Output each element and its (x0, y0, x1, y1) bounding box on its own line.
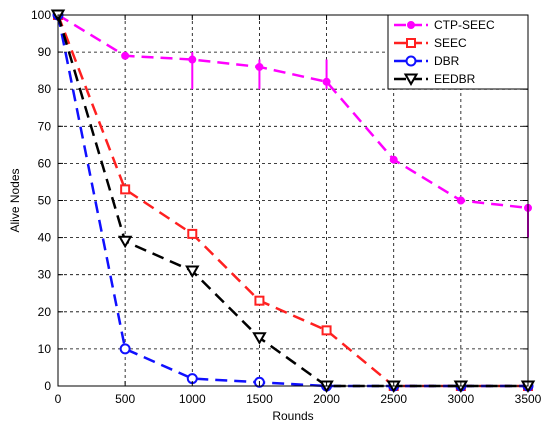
x-tick-label: 3000 (448, 392, 475, 406)
data-point-eedbr (185, 265, 200, 278)
x-tick-label: 0 (55, 392, 62, 406)
x-axis-title: Rounds (272, 409, 313, 423)
series-line-ctp-seec (57, 13, 529, 210)
x-tick-label: 3500 (515, 392, 542, 406)
data-point-eedbr (252, 332, 267, 345)
data-point-ctp-seec (456, 196, 465, 205)
data-point-seec (321, 325, 332, 336)
data-point-ctp-seec (121, 51, 130, 60)
y-tick-label: 30 (38, 268, 52, 282)
x-tick-label: 1500 (246, 392, 273, 406)
x-tick-label: 1000 (179, 392, 206, 406)
legend-marker-eedbr (403, 73, 419, 86)
y-tick-label: 70 (38, 119, 52, 133)
y-tick-label: 90 (38, 45, 52, 59)
legend-marker-ctp-seec (407, 21, 415, 29)
legend-label-dbr: DBR (434, 54, 460, 68)
legend-label-ctp-seec: CTP-SEEC (434, 18, 495, 32)
data-point-ctp-seec (255, 62, 264, 71)
y-tick-label: 50 (38, 194, 52, 208)
data-point-dbr (119, 343, 131, 355)
data-point-ctp-seec (389, 155, 398, 164)
y-tick-label: 0 (44, 379, 51, 393)
x-tick-label: 500 (115, 392, 135, 406)
data-point-seec (187, 228, 198, 239)
legend: CTP-SEEC SEEC DBR EEDBR (387, 14, 529, 90)
legend-marker-dbr (405, 55, 417, 67)
data-point-ctp-seec (188, 55, 197, 64)
y-tick-label: 100 (31, 8, 51, 22)
x-tick-label: 2000 (313, 392, 340, 406)
y-tick-label: 40 (38, 231, 52, 245)
data-point-seec (254, 295, 265, 306)
y-tick-label: 80 (38, 82, 52, 96)
y-tick-label: 60 (38, 156, 52, 170)
axis-ticks: 0 500 1000 1500 2000 2500 3000 3500 0 10 20 30 40 50 6… (31, 8, 542, 406)
legend-marker-seec (406, 38, 416, 48)
y-tick-label: 20 (38, 305, 52, 319)
y-tick-label: 10 (38, 342, 52, 356)
data-point-seec (120, 184, 131, 195)
legend-label-eedbr: EEDBR (434, 72, 476, 86)
x-tick-label: 2500 (380, 392, 407, 406)
legend-label-seec: SEEC (434, 36, 467, 50)
y-axis-title: Alive Nodes (8, 168, 22, 232)
data-point-eedbr (117, 235, 133, 249)
data-point-ctp-seec (322, 77, 331, 86)
